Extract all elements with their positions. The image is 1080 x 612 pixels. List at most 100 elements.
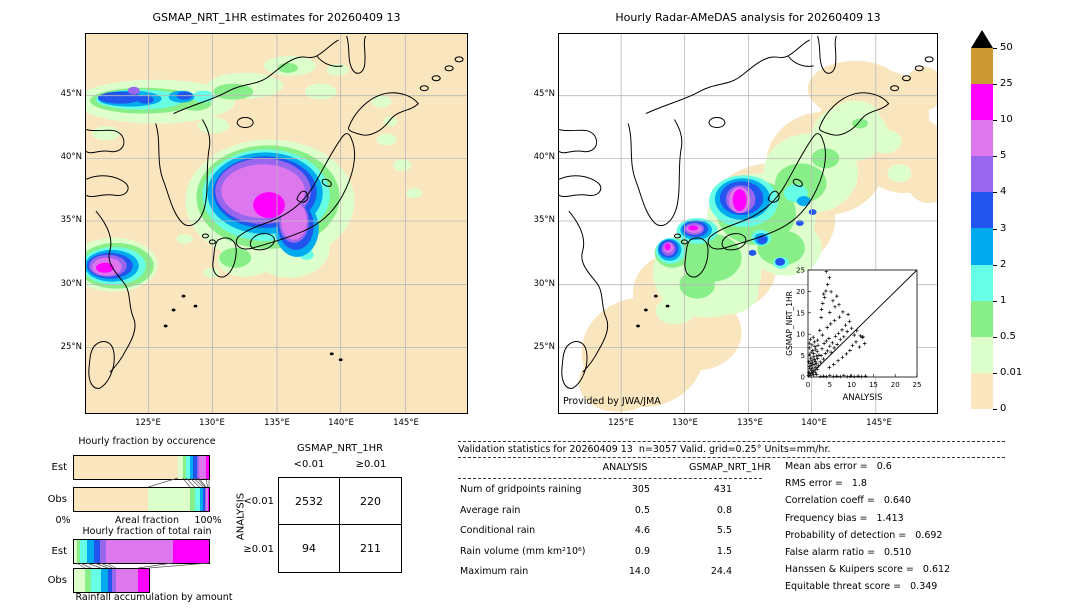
validation-value-gsmap: 0.8 [716,504,732,516]
colorbar-segment [971,264,993,301]
score-value: 0.640 [883,495,912,507]
inset-ylabel: GSMAP_NRT_1HR [785,291,794,356]
score-line: Equitable threat score = 0.349 [785,581,1015,598]
bar-segment [74,456,178,479]
colorbar-tick-label: 1 [1000,294,1007,306]
colorbar-tick-label: 5 [1000,150,1007,162]
inset-y-tick-label: 15 [796,309,805,317]
score-label: Equitable threat score = [785,581,902,593]
right-map-small-islands [636,294,670,328]
lat-tick-label: 30°N [60,279,82,289]
colorbar-segment [971,336,993,373]
bar-segment [101,569,108,592]
right-map: 45°N 40°N 35°N 30°N 25°N 125°E 130°E 135°E 140°… [534,33,938,428]
colorbar-tick-label: 0.01 [1000,366,1023,378]
bar-segment [94,540,101,563]
totalrain-caption: Rainfall accumulation by amount [75,592,233,603]
lat-tick-label: 45°N [533,89,555,99]
colorbar-tick [993,228,997,230]
lat-tick-label: 45°N [60,89,82,99]
inset-y-tick-label: 5 [801,352,805,360]
left-map-precip-blobs [86,55,423,292]
colorbar-tick [993,84,997,86]
score-value: 0.510 [884,546,912,558]
validation-value-gsmap: 5.5 [716,525,732,537]
validation-value-analysis: 305 [631,484,650,495]
colorbar-labels: 50 25 10 5 4 3 2 1 0.5 0.01 0 [993,42,1033,414]
colorbar-segment [971,372,993,409]
bar-segment [90,569,101,592]
bar-row-label: Est [51,462,67,473]
colorbar-tick [993,336,997,338]
bar-row-est: Est [34,539,210,564]
bar-segment [80,540,87,563]
inset-y-tick-label: 25 [796,267,805,275]
validation-value-analysis: 14.0 [628,566,650,578]
axis-100pct: 100% [194,515,222,526]
bar-segment [199,488,203,511]
colorbar-segment [971,120,993,157]
contingency-cell-00: 2532 [279,478,340,525]
score-value: 0.349 [910,581,938,593]
validation-row: Average rain 0.5 0.8 [458,505,768,526]
inset-x-tick-label: 0 [806,381,810,389]
scores-list: Mean abs error = 0.6 RMS error = 1.8 Correla… [785,461,1015,599]
validation-value-gsmap: 1.5 [716,545,732,557]
divider-under-headers [458,478,762,479]
left-map: 45°N 40°N 35°N 30°N 25°N 125°E 130°E 135°E 140°… [61,33,468,428]
contingency-table: 2532 220 94 211 [278,477,402,573]
colorbar-segment [971,228,993,265]
colorbar-tick [993,192,997,194]
scatter-points [806,269,868,379]
bar-row-est: Est [34,455,210,480]
contingency-cell-10: 94 [279,525,340,572]
score-value: 1.413 [876,512,904,524]
colorbar-tick [993,120,997,122]
totalrain-bars-block: Hourly fraction of total rain Est Obs Rai… [34,526,264,612]
bar-segment [74,488,149,511]
validation-value-analysis: 0.5 [634,504,650,516]
divider-under-title [458,457,1005,458]
bar-row-label: Est [51,546,67,557]
right-map-title: Hourly Radar-AMeDAS analysis for 2026040… [615,11,881,24]
lat-tick-label: 25°N [60,342,82,352]
totalrain-title: Hourly fraction of total rain [82,526,212,537]
bar-segment [106,540,173,563]
occurrence-title: Hourly fraction by occurence [78,436,216,447]
validation-value-gsmap: 431 [713,484,732,495]
lat-tick-label: 30°N [533,279,555,289]
left-map-title: GSMAP_NRT_1HR estimates for 20260409 13 [152,11,401,24]
bar-segment [186,456,191,479]
identity-line [807,269,918,378]
validation-row: Maximum rain 14.0 24.4 [458,566,768,587]
bar-segment [205,456,209,479]
stacked-bar [73,455,210,480]
score-line: Probability of detection = 0.692 [785,530,1015,547]
lon-tick-label: 140°E [801,418,827,428]
left-map-small-islands [163,294,343,362]
lat-tick-label: 25°N [533,342,555,352]
contingency-col-label-ge: ≥0.01 [355,459,387,470]
validation-header-gsmap: GSMAP_NRT_1HR [689,462,771,473]
colorbar-tick-label: 25 [1000,78,1013,90]
bar-segment [194,488,200,511]
validation-row-label: Rain volume (mm km²10⁶) [460,545,586,557]
colorbar-segment [971,192,993,229]
bar-segment [115,569,139,592]
left-map-plot [85,33,468,414]
lon-tick-label: 140°E [328,418,354,428]
score-line: Frequency bias = 1.413 [785,513,1015,530]
bar-segment [100,540,107,563]
credit-text: Provided by JWA/JMA [563,396,661,407]
inset-y-tick-label: 10 [796,331,805,339]
validation-row-label: Average rain [460,504,521,516]
bar-segment [112,569,116,592]
inset-x-tick-label: 5 [828,381,832,389]
inset-x-tick-label: 15 [869,381,878,389]
stacked-bar [73,487,210,512]
colorbar-tick-label: 4 [1000,186,1007,198]
inset-x-tick-label: 25 [913,381,922,389]
lat-tick-label: 35°N [60,215,82,225]
validation-title: Validation statistics for 20260409 13 n=… [458,444,831,455]
bar-segment [196,456,199,479]
